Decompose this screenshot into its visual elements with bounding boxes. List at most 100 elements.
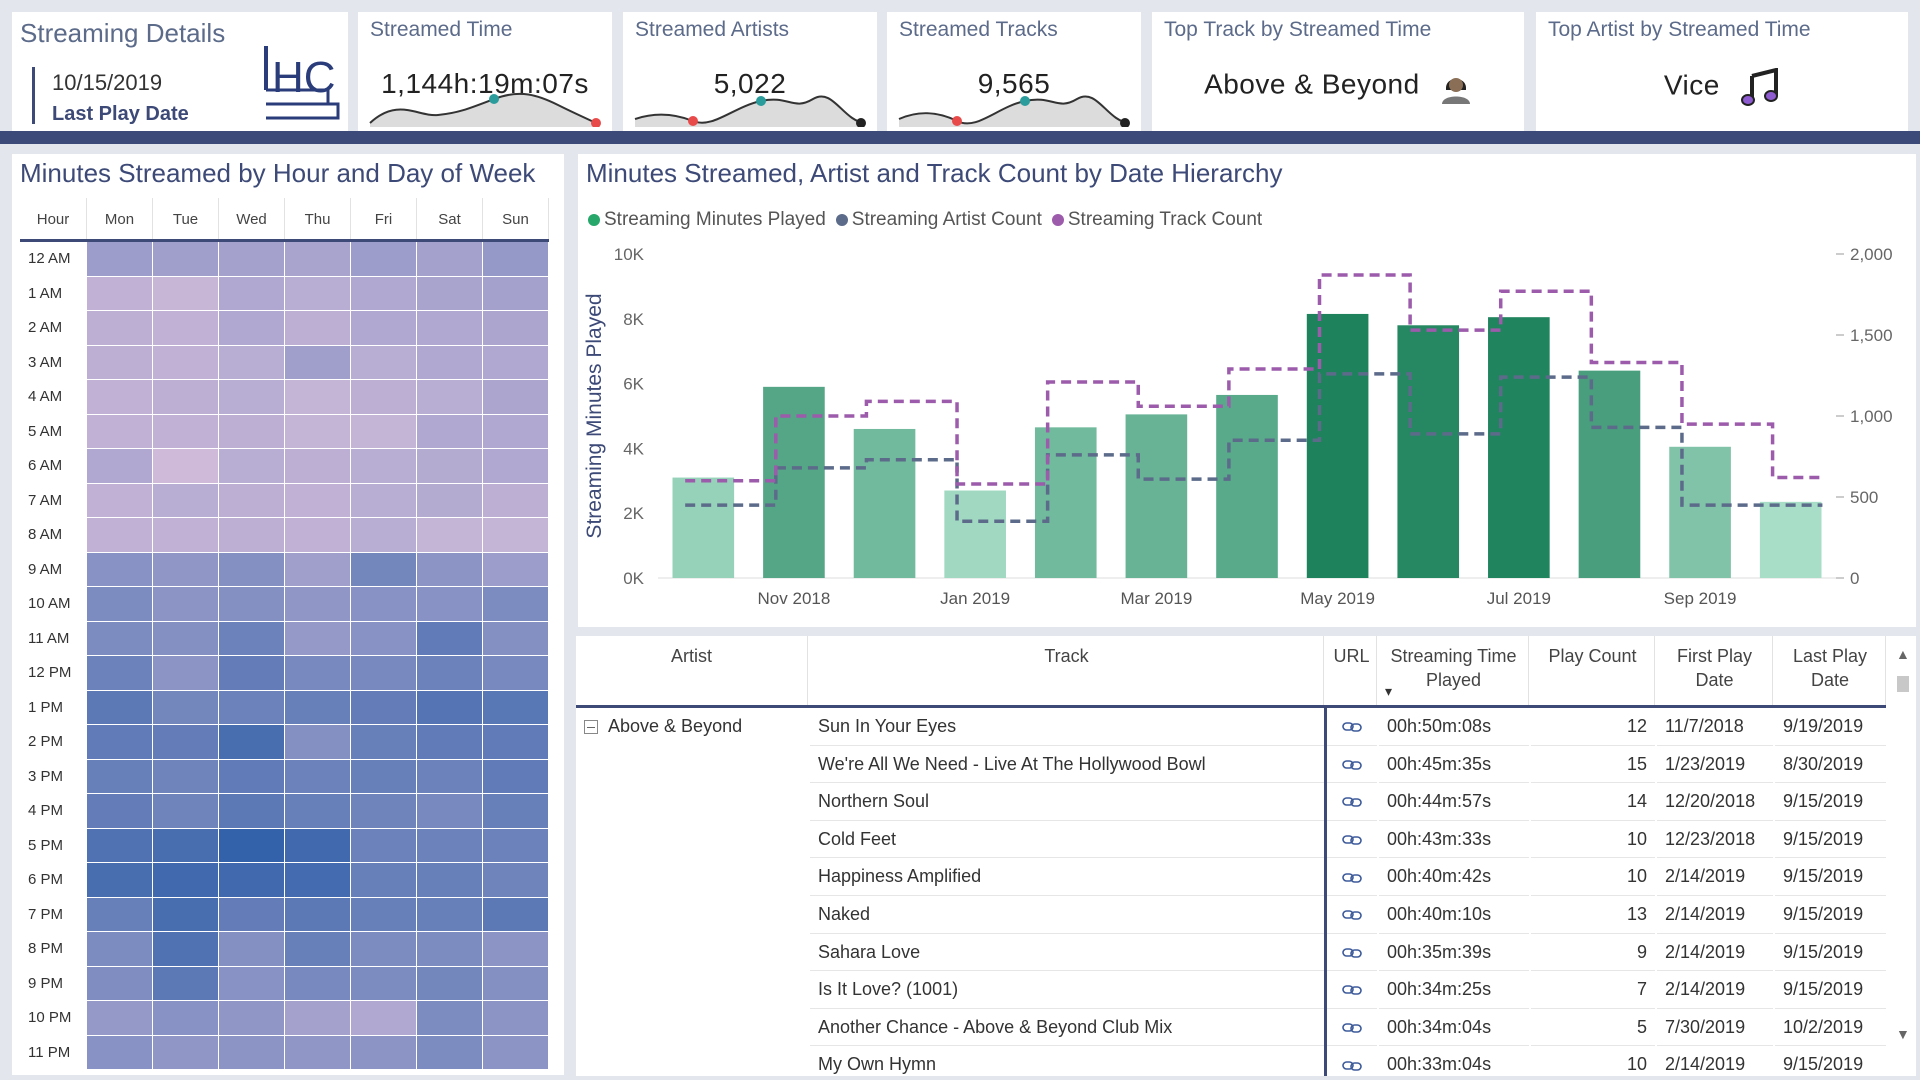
heatmap-cell[interactable]: [351, 897, 417, 932]
scroll-down-icon[interactable]: ▼: [1896, 1026, 1910, 1042]
table-row[interactable]: Northern Soul 00h:44m:57s 14 12/20/2018 9/15…: [576, 783, 1886, 821]
heatmap-cell[interactable]: [153, 449, 219, 484]
heatmap-cell[interactable]: [417, 1035, 483, 1070]
heatmap-cell[interactable]: [219, 518, 285, 553]
column-header[interactable]: Track: [810, 636, 1324, 705]
link-icon[interactable]: [1341, 758, 1363, 772]
heatmap-cell[interactable]: [219, 311, 285, 346]
heatmap-cell[interactable]: [417, 621, 483, 656]
heatmap-cell[interactable]: [153, 276, 219, 311]
heatmap-cell[interactable]: [351, 449, 417, 484]
column-header[interactable]: Play Count: [1531, 636, 1655, 705]
table-row[interactable]: Cold Feet 00h:43m:33s 10 12/23/2018 9/15/201…: [576, 821, 1886, 859]
heatmap-cell[interactable]: [285, 932, 351, 967]
heatmap-cell[interactable]: [351, 656, 417, 691]
heatmap-cell[interactable]: [87, 794, 153, 829]
heatmap-day-header[interactable]: Sat: [417, 198, 483, 239]
heatmap-cell[interactable]: [219, 966, 285, 1001]
heatmap-cell[interactable]: [87, 828, 153, 863]
heatmap-cell[interactable]: [219, 863, 285, 898]
heatmap-cell[interactable]: [285, 1001, 351, 1036]
heatmap-cell[interactable]: [483, 1035, 549, 1070]
table-scrollbar[interactable]: ▲ ▼: [1890, 636, 1916, 1076]
column-header[interactable]: URL: [1327, 636, 1377, 705]
heatmap-cell[interactable]: [483, 483, 549, 518]
sort-desc-icon[interactable]: ▾: [1385, 683, 1393, 699]
heatmap-cell[interactable]: [351, 414, 417, 449]
heatmap-cell[interactable]: [153, 863, 219, 898]
heatmap-cell[interactable]: [417, 587, 483, 622]
heatmap-cell[interactable]: [87, 380, 153, 415]
heatmap-cell[interactable]: [417, 311, 483, 346]
heatmap-cell[interactable]: [417, 656, 483, 691]
heatmap-cell[interactable]: [351, 311, 417, 346]
heatmap-cell[interactable]: [285, 587, 351, 622]
heatmap-cell[interactable]: [219, 828, 285, 863]
legend-item[interactable]: Streaming Minutes Played: [588, 209, 826, 231]
heatmap-cell[interactable]: [87, 483, 153, 518]
heatmap-cell[interactable]: [351, 1001, 417, 1036]
heatmap-cell[interactable]: [219, 552, 285, 587]
legend-item[interactable]: Streaming Artist Count: [835, 209, 1042, 231]
heatmap-cell[interactable]: [417, 759, 483, 794]
table-row[interactable]: Naked 00h:40m:10s 13 2/14/2019 9/15/2019: [576, 896, 1886, 934]
heatmap-cell[interactable]: [219, 345, 285, 380]
table-row[interactable]: We're All We Need - Live At The Hollywoo…: [576, 746, 1886, 784]
heatmap-cell[interactable]: [483, 414, 549, 449]
heatmap-cell[interactable]: [483, 345, 549, 380]
heatmap-cell[interactable]: [219, 656, 285, 691]
heatmap-cell[interactable]: [153, 656, 219, 691]
heatmap-cell[interactable]: [417, 518, 483, 553]
heatmap-cell[interactable]: [87, 932, 153, 967]
heatmap-cell[interactable]: [219, 449, 285, 484]
heatmap-cell[interactable]: [483, 518, 549, 553]
heatmap-cell[interactable]: [483, 621, 549, 656]
heatmap-cell[interactable]: [219, 621, 285, 656]
heatmap-cell[interactable]: [285, 1035, 351, 1070]
heatmap-cell[interactable]: [417, 794, 483, 829]
heatmap-cell[interactable]: [285, 449, 351, 484]
heatmap-day-header[interactable]: Sun: [483, 198, 549, 239]
heatmap-cell[interactable]: [483, 276, 549, 311]
link-icon[interactable]: [1341, 833, 1363, 847]
heatmap-cell[interactable]: [285, 311, 351, 346]
heatmap-cell[interactable]: [351, 1035, 417, 1070]
heatmap-cell[interactable]: [351, 759, 417, 794]
heatmap-cell[interactable]: [483, 794, 549, 829]
heatmap-cell[interactable]: [219, 414, 285, 449]
heatmap-cell[interactable]: [483, 863, 549, 898]
heatmap-cell[interactable]: [87, 656, 153, 691]
heatmap-cell[interactable]: [219, 380, 285, 415]
heatmap-cell[interactable]: [219, 1035, 285, 1070]
heatmap-cell[interactable]: [87, 449, 153, 484]
link-icon[interactable]: [1341, 1021, 1363, 1035]
heatmap-cell[interactable]: [351, 518, 417, 553]
heatmap-cell[interactable]: [483, 1001, 549, 1036]
heatmap-cell[interactable]: [417, 725, 483, 760]
heatmap-cell[interactable]: [285, 759, 351, 794]
collapse-icon[interactable]: [584, 720, 598, 735]
heatmap-cell[interactable]: [153, 380, 219, 415]
table-row[interactable]: Another Chance - Above & Beyond Club Mix…: [576, 1009, 1886, 1047]
heatmap-cell[interactable]: [285, 414, 351, 449]
heatmap-cell[interactable]: [87, 311, 153, 346]
heatmap-cell[interactable]: [219, 587, 285, 622]
heatmap-cell[interactable]: [351, 587, 417, 622]
column-header[interactable]: Streaming Time Played ▾: [1379, 636, 1529, 705]
heatmap-cell[interactable]: [351, 242, 417, 277]
heatmap-cell[interactable]: [153, 794, 219, 829]
heatmap-cell[interactable]: [87, 863, 153, 898]
heatmap-cell[interactable]: [219, 794, 285, 829]
link-icon[interactable]: [1341, 983, 1363, 997]
heatmap-cell[interactable]: [351, 932, 417, 967]
heatmap-cell[interactable]: [483, 656, 549, 691]
heatmap-cell[interactable]: [285, 276, 351, 311]
heatmap-cell[interactable]: [87, 690, 153, 725]
heatmap-cell[interactable]: [219, 759, 285, 794]
heatmap-cell[interactable]: [153, 414, 219, 449]
heatmap-cell[interactable]: [417, 863, 483, 898]
link-icon[interactable]: [1341, 908, 1363, 922]
heatmap-cell[interactable]: [219, 725, 285, 760]
heatmap-cell[interactable]: [153, 242, 219, 277]
heatmap-cell[interactable]: [87, 518, 153, 553]
